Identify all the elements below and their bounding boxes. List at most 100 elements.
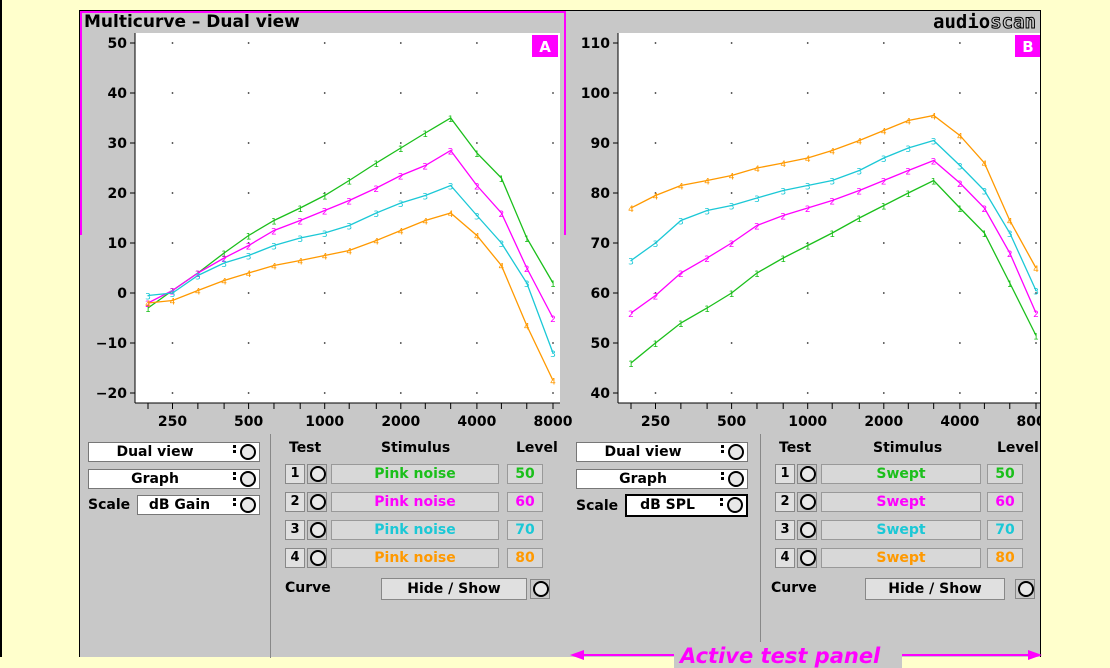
grid-dot xyxy=(654,392,657,394)
series-1-marker: 1 xyxy=(1007,280,1013,290)
curve-radio-button-b[interactable] xyxy=(1015,579,1035,599)
grid-dot xyxy=(552,142,554,144)
test-number-button[interactable]: 1 xyxy=(775,464,795,484)
test-stimulus[interactable]: Swept xyxy=(821,548,981,568)
series-2-marker: 2 xyxy=(499,210,505,220)
test-stimulus[interactable]: Swept xyxy=(821,492,981,512)
series-1-marker: 1 xyxy=(957,205,963,215)
radio-icon[interactable] xyxy=(240,497,256,513)
header-level: Level xyxy=(516,440,558,456)
test-number-button[interactable]: 3 xyxy=(775,520,795,540)
series-3-marker: 3 xyxy=(322,230,328,240)
spin-dots-icon xyxy=(720,498,724,512)
test-number-button[interactable]: 3 xyxy=(285,520,305,540)
series-4-marker: 4 xyxy=(322,253,328,263)
x-tick-label: 2000 xyxy=(864,414,903,430)
view-select[interactable]: Dual view xyxy=(88,442,260,462)
test-stimulus[interactable]: Swept xyxy=(821,464,981,484)
header-test: Test xyxy=(289,440,322,456)
test-radio-button[interactable] xyxy=(797,520,817,540)
test-level[interactable]: 60 xyxy=(987,492,1023,512)
grid-dot xyxy=(654,192,657,194)
y-tick-label: 70 xyxy=(591,236,611,252)
hide-show-button[interactable]: Hide / Show xyxy=(381,578,527,600)
test-radio-button[interactable] xyxy=(797,492,817,512)
series-1-marker: 1 xyxy=(398,145,404,155)
view-select-b[interactable]: Dual view xyxy=(576,442,748,462)
test-level[interactable]: 50 xyxy=(987,464,1023,484)
x-tick-label: 250 xyxy=(641,414,670,430)
test-level[interactable]: 70 xyxy=(507,520,543,540)
x-tick-label: 4000 xyxy=(940,414,979,430)
test-stimulus[interactable]: Pink noise xyxy=(331,492,499,512)
radio-icon[interactable] xyxy=(728,444,744,460)
series-4-marker: 4 xyxy=(524,323,530,333)
series-2-marker: 2 xyxy=(931,158,937,168)
test-level[interactable]: 70 xyxy=(987,520,1023,540)
series-4-marker: 4 xyxy=(145,300,151,310)
test-stimulus[interactable]: Pink noise xyxy=(331,520,499,540)
series-2-line xyxy=(630,159,1037,314)
spin-dots-icon xyxy=(233,498,237,512)
series-3-marker: 3 xyxy=(271,243,277,253)
mode-select-b[interactable]: Graph xyxy=(576,469,748,489)
radio-icon[interactable] xyxy=(240,471,256,487)
test-level[interactable]: 60 xyxy=(507,492,543,512)
test-number-button[interactable]: 4 xyxy=(285,548,305,568)
curve-radio-button[interactable] xyxy=(530,579,550,599)
test-level[interactable]: 50 xyxy=(507,464,543,484)
test-number-button[interactable]: 2 xyxy=(775,492,795,512)
series-2-marker: 2 xyxy=(628,310,634,320)
test-radio-button[interactable] xyxy=(797,464,817,484)
series-3-marker: 3 xyxy=(957,163,963,173)
test-radio-button[interactable] xyxy=(307,520,327,540)
series-2-marker: 2 xyxy=(322,208,328,218)
spin-dots-icon xyxy=(233,472,237,486)
test-level[interactable]: 80 xyxy=(507,548,543,568)
test-stimulus[interactable]: Pink noise xyxy=(331,464,499,484)
grid-dot xyxy=(399,142,402,144)
grid-dot xyxy=(1035,292,1037,294)
series-3-marker: 3 xyxy=(856,168,862,178)
series-1-marker: 1 xyxy=(322,193,328,203)
x-tick-label: 8000 xyxy=(1017,414,1040,430)
test-radio-button[interactable] xyxy=(307,492,327,512)
test-radio-button[interactable] xyxy=(307,548,327,568)
series-4-marker: 4 xyxy=(653,193,659,203)
test-number-button[interactable]: 2 xyxy=(285,492,305,512)
series-1-marker: 1 xyxy=(805,243,811,253)
grid-dot xyxy=(247,242,250,244)
scale-select-b[interactable]: dB SPL xyxy=(625,494,748,517)
series-3-marker: 3 xyxy=(246,253,252,263)
test-panel-a: Test Stimulus Level 1 Pink noise 50 2 Pin… xyxy=(270,434,566,658)
test-number-button[interactable]: 4 xyxy=(775,548,795,568)
scale-select[interactable]: dB Gain xyxy=(137,495,260,515)
test-level[interactable]: 80 xyxy=(987,548,1023,568)
series-1-marker: 1 xyxy=(346,178,352,188)
test-radio-button[interactable] xyxy=(797,548,817,568)
series-2-marker: 2 xyxy=(550,315,556,325)
radio-icon[interactable] xyxy=(727,497,743,513)
test-number-button[interactable]: 1 xyxy=(285,464,305,484)
grid-dot xyxy=(730,192,733,194)
radio-icon[interactable] xyxy=(728,471,744,487)
grid-dot xyxy=(730,342,733,344)
mode-select[interactable]: Graph xyxy=(88,469,260,489)
grid-dot xyxy=(171,142,174,144)
series-4-marker: 4 xyxy=(754,165,760,175)
test-radio-button[interactable] xyxy=(307,464,327,484)
radio-icon xyxy=(310,494,326,510)
test-stimulus[interactable]: Pink noise xyxy=(331,548,499,568)
series-2-marker: 2 xyxy=(754,223,760,233)
series-3-marker: 3 xyxy=(398,200,404,210)
radio-icon[interactable] xyxy=(240,444,256,460)
series-2-marker: 2 xyxy=(145,300,151,310)
grid-dot xyxy=(1035,342,1037,344)
grid-dot xyxy=(323,142,326,144)
grid-dot xyxy=(171,42,174,44)
series-1-marker: 1 xyxy=(653,340,659,350)
grid-dot xyxy=(323,192,326,194)
grid-dot xyxy=(552,92,554,94)
hide-show-button-b[interactable]: Hide / Show xyxy=(865,578,1005,600)
test-stimulus[interactable]: Swept xyxy=(821,520,981,540)
